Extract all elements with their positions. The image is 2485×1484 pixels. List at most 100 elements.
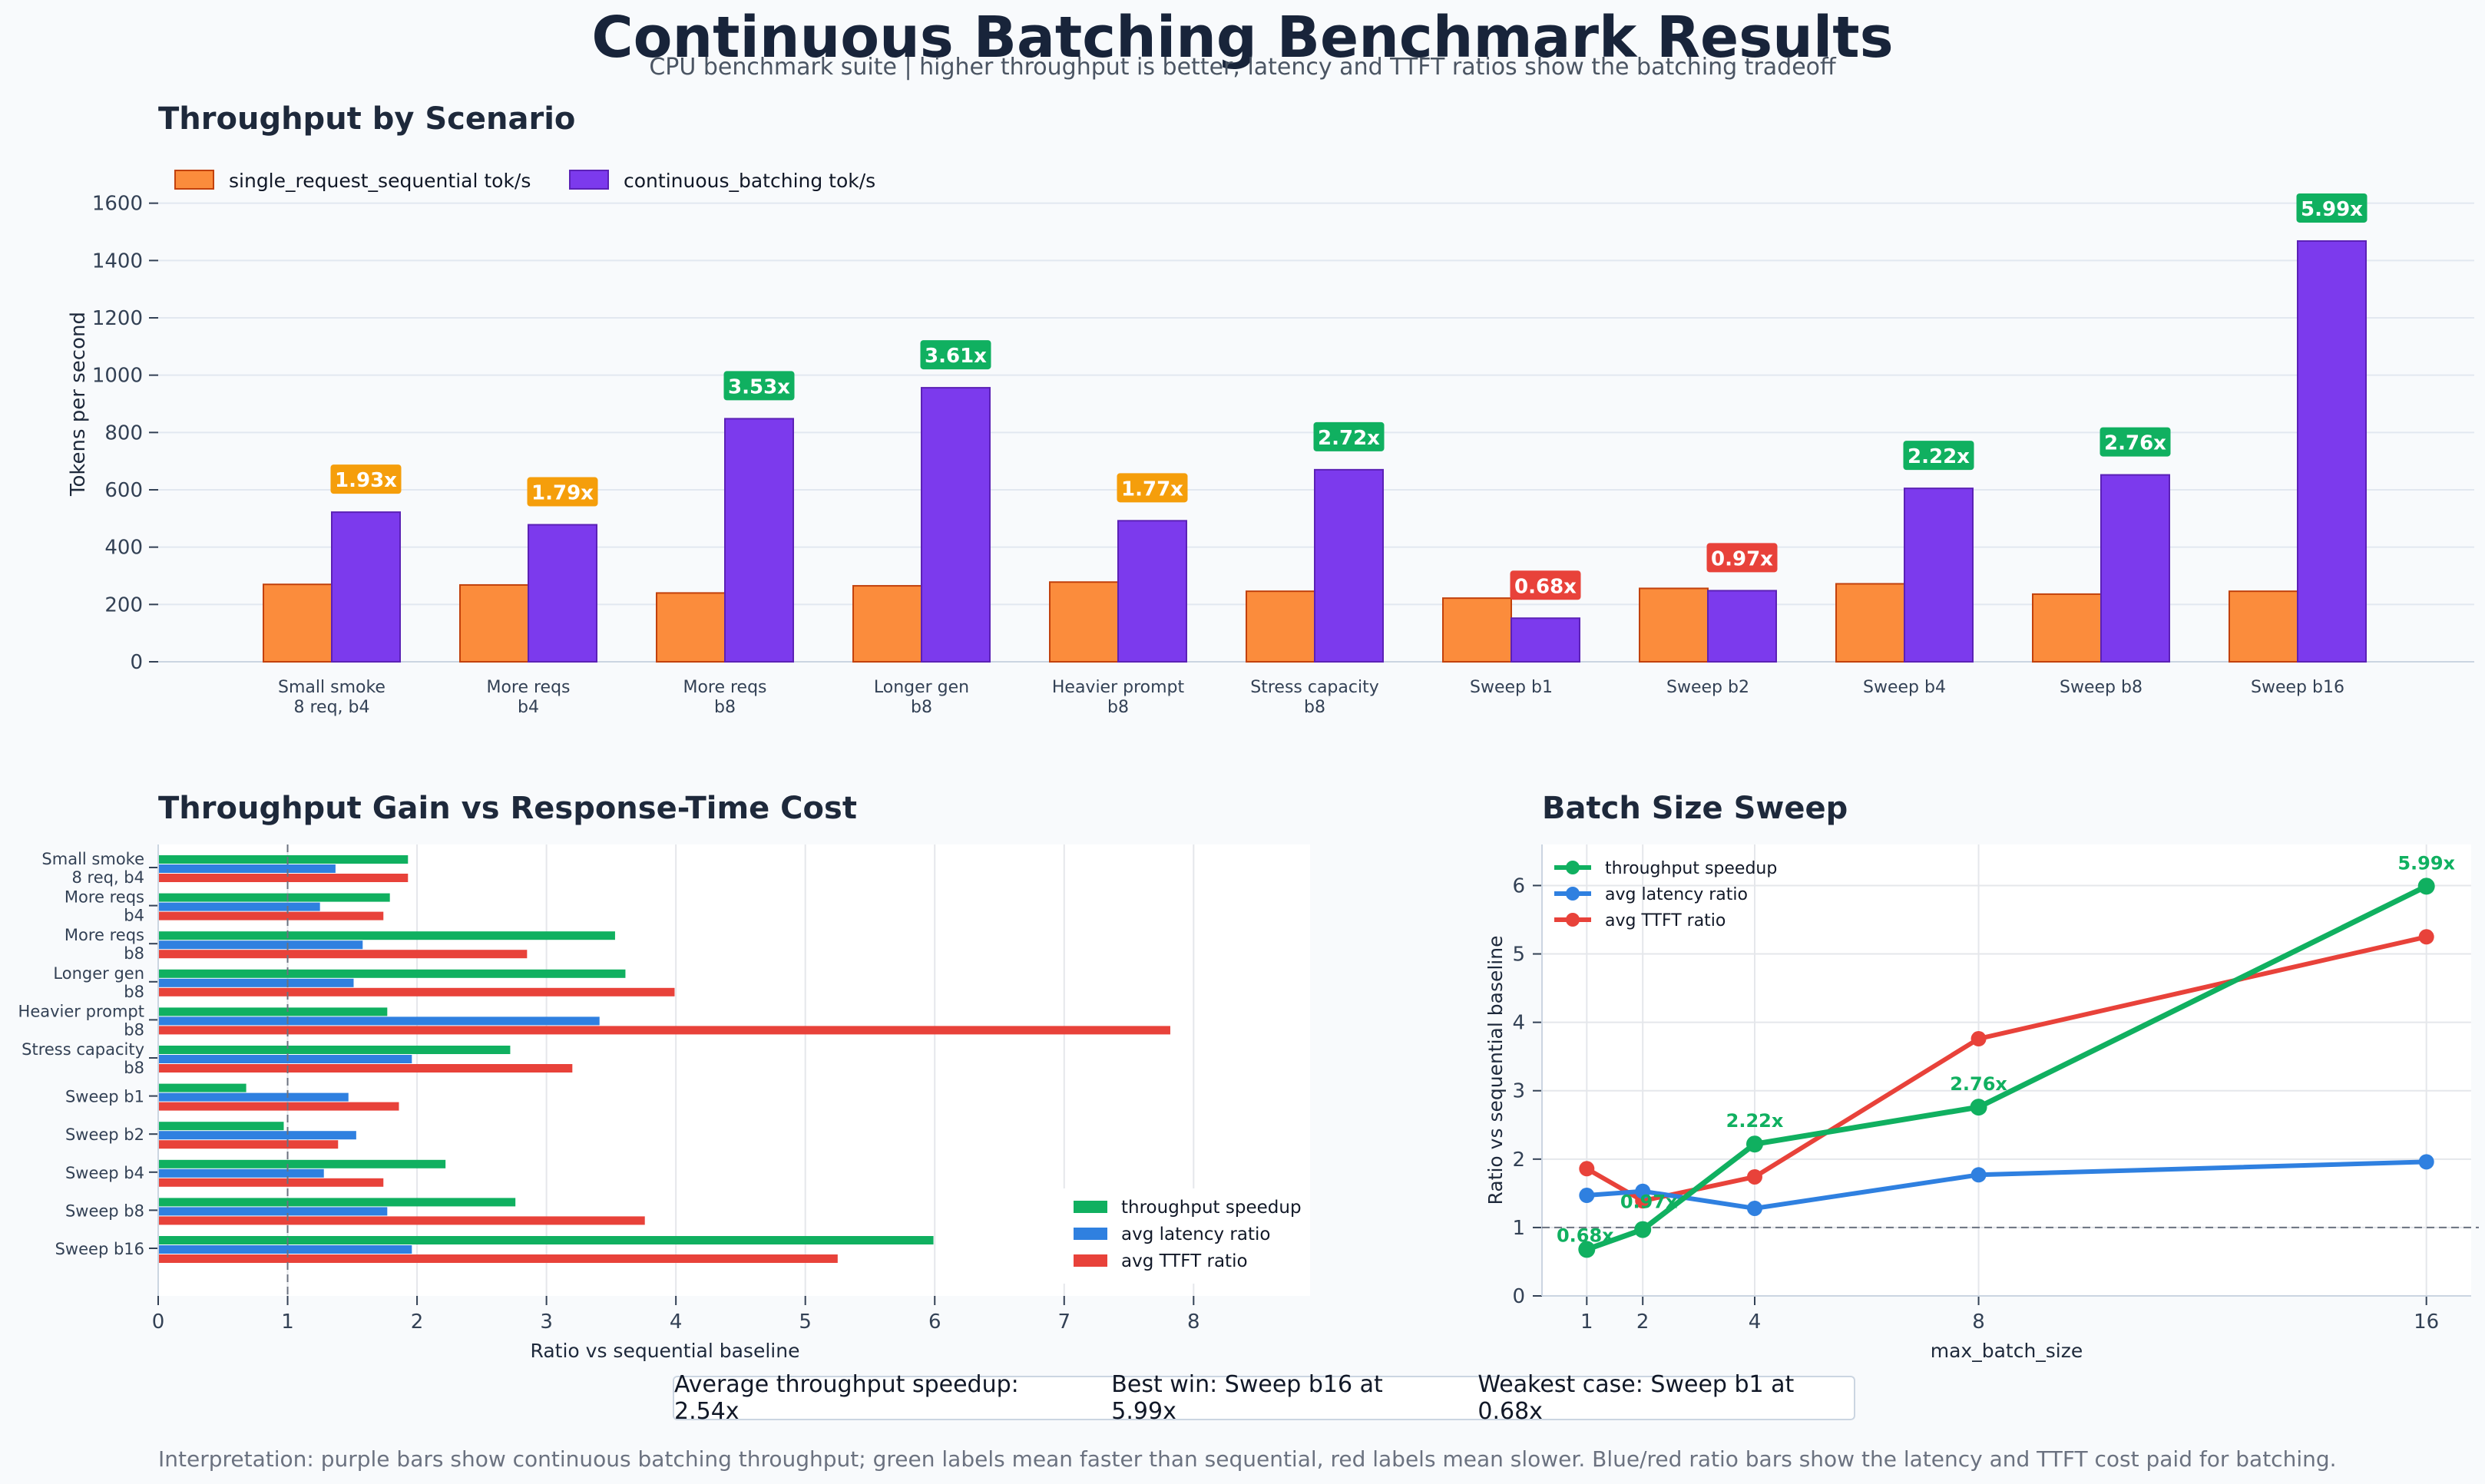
x-category-label: Sweep b16: [2251, 678, 2344, 697]
batching-bar: [528, 524, 597, 663]
summary-best: Best win: Sweep b16 at 5.99x: [1111, 1371, 1383, 1425]
gain-cost-hbar-chart: 0 1 2 3 4 5 6 7 8 Ratio vs sequential baseline Sma…: [18, 844, 1310, 1362]
throughput-hbar: [158, 1236, 934, 1244]
batch-sweep-line-chart: 0 1 2 3 4 5 6 1 2 4 8 16 max_batch_size Ratio vs sequ…: [1484, 844, 2479, 1362]
y-category-label: b8: [124, 944, 144, 963]
y-category-label: b8: [124, 983, 144, 1001]
legend-label: throughput speedup: [1121, 1198, 1302, 1218]
y-axis-label: Ratio vs sequential baseline: [1484, 936, 1507, 1205]
speedup-badge: [1313, 421, 1385, 451]
speedup-badge: [2296, 193, 2368, 223]
data-point: [1579, 1161, 1595, 1177]
x-tick-label: 2: [411, 1310, 424, 1334]
x-category-label: Stress capacity: [1250, 678, 1378, 697]
x-category-label: More reqs: [486, 678, 570, 697]
data-point: [2418, 1154, 2434, 1170]
y-tick-label: 0: [130, 651, 143, 674]
x-tick-label: 8: [1187, 1310, 1200, 1334]
x-category-label: Sweep b4: [1863, 678, 1946, 697]
speedup-badge: [920, 340, 991, 370]
x-category-label: b8: [911, 698, 932, 717]
x-category-label: Sweep b1: [1470, 678, 1553, 697]
speedup-label: 5.99x: [2301, 198, 2363, 221]
x-tick-label: 7: [1058, 1310, 1071, 1334]
y-category-label: Stress capacity: [22, 1040, 144, 1059]
y-category-label: Small smoke: [41, 850, 144, 868]
y-tick-label: 400: [104, 537, 143, 560]
sequential-bar: [459, 583, 529, 663]
ttft-hbar: [158, 874, 409, 882]
sequential-bar: [656, 592, 726, 663]
y-category-label: Longer gen: [53, 964, 144, 983]
throughput-hbar: [158, 1198, 516, 1207]
data-point: [1635, 1183, 1651, 1199]
legend-marker: [1566, 887, 1580, 901]
legend-swatch: [1074, 1254, 1107, 1267]
x-tick-label: 3: [540, 1310, 553, 1334]
y-category-label: b4: [124, 907, 144, 925]
ttft-hbar: [158, 911, 384, 920]
ttft-hbar: [158, 1140, 339, 1149]
x-category-label: b8: [1304, 698, 1325, 717]
sequential-bar: [1049, 581, 1119, 663]
y-tick-label: 1200: [92, 307, 143, 330]
speedup-label: 0.68x: [1514, 575, 1577, 598]
throughput-hbar: [158, 969, 626, 978]
legend-swatch: [569, 170, 609, 190]
x-tick-label: 8: [1972, 1310, 1985, 1334]
data-point: [1970, 1031, 1987, 1047]
sequential-bar: [1639, 587, 1709, 663]
batching-bar: [2297, 240, 2367, 663]
data-point: [1746, 1168, 1762, 1185]
y-tick-label: 600: [104, 479, 143, 502]
x-tick-label: 5: [799, 1310, 812, 1334]
latency-hbar: [158, 864, 336, 873]
ttft-hbar: [158, 1064, 573, 1073]
x-category-label: b8: [714, 698, 736, 717]
sweep-chart-title: Batch Size Sweep: [1542, 791, 1848, 826]
speedup-label: 0.97x: [1711, 547, 1773, 570]
speedup-badge: [527, 477, 598, 507]
x-tick-label: 6: [928, 1310, 941, 1334]
data-point: [2417, 878, 2435, 895]
x-tick-label: 4: [1749, 1310, 1762, 1334]
latency-hbar: [158, 1092, 349, 1102]
data-point: [1970, 1167, 1987, 1183]
throughput-chart-title: Throughput by Scenario: [158, 101, 576, 137]
speedup-point-label: 2.22x: [1726, 1110, 1784, 1132]
legend-marker: [1566, 861, 1580, 874]
gain-cost-chart-title: Throughput Gain vs Response-Time Cost: [158, 791, 857, 826]
x-category-label: b8: [1107, 698, 1129, 717]
y-category-label: b8: [124, 1020, 144, 1039]
batching-bar: [724, 418, 794, 663]
data-point: [1745, 1135, 1763, 1153]
throughput-hbar: [158, 931, 615, 940]
legend-label: avg latency ratio: [1605, 885, 1748, 904]
latency-hbar: [158, 1207, 388, 1216]
speedup-label: 1.93x: [335, 469, 397, 492]
latency-hbar: [158, 1016, 600, 1026]
latency-hbar: [158, 1168, 324, 1178]
speedup-label: 2.22x: [1908, 445, 1970, 468]
legend-label: avg TTFT ratio: [1605, 911, 1726, 930]
speedup-badge: [1706, 543, 1778, 573]
ttft-hbar: [158, 1102, 399, 1111]
y-tick-label: 5: [1512, 944, 1525, 967]
legend-swatch: [1074, 1201, 1107, 1213]
data-point: [1746, 1200, 1762, 1216]
ttft-hbar: [158, 950, 528, 959]
legend-swatch: [174, 170, 214, 190]
throughput-hbar: [158, 1122, 284, 1131]
y-category-label: b8: [124, 1059, 144, 1077]
latency-hbar: [158, 1131, 356, 1140]
ttft-hbar: [158, 987, 675, 996]
x-category-label: More reqs: [683, 678, 766, 697]
y-category-label: Sweep b1: [65, 1088, 144, 1106]
y-tick-label: 1600: [92, 193, 143, 216]
summary-average: Average throughput speedup: 2.54x: [674, 1371, 1019, 1425]
ttft-hbar: [158, 1178, 384, 1187]
y-category-label: Heavier prompt: [18, 1002, 144, 1020]
data-point: [1634, 1221, 1652, 1238]
x-tick-label: 1: [1580, 1310, 1593, 1334]
sequential-bar: [263, 583, 333, 663]
